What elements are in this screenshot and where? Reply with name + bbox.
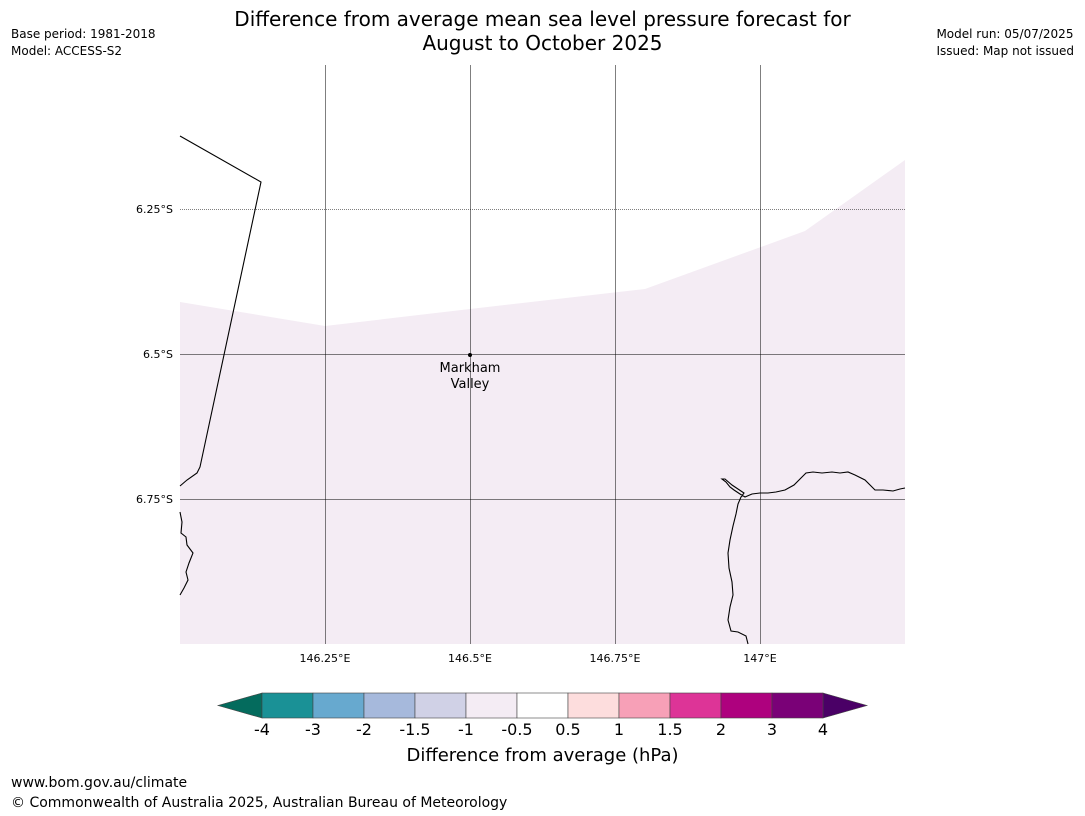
colorbar-swatch <box>414 692 467 719</box>
colorbar-swatch <box>261 692 314 719</box>
colorbar-swatch <box>363 692 416 719</box>
place-marker <box>468 353 472 357</box>
cb-tick-label: 0.5 <box>555 720 581 739</box>
cb-tick-label: 2 <box>715 720 727 739</box>
lon-label-147E: 147°E <box>743 652 776 665</box>
cb-tick-label: 4 <box>817 720 829 739</box>
place-label-line2: Valley <box>451 377 490 392</box>
issued-text: Issued: Map not issued <box>936 44 1074 58</box>
colorbar-under-arrow <box>216 692 263 719</box>
colorbar-swatch <box>516 692 569 719</box>
map-title-line2: August to October 2025 <box>422 31 663 55</box>
map-title: Difference from average mean sea level p… <box>180 7 905 55</box>
coast-line-southwest <box>179 511 194 596</box>
colorbar-swatch <box>771 692 824 719</box>
coastline <box>179 135 906 645</box>
anomaly-shading <box>180 160 905 644</box>
colorbar-swatch <box>720 692 773 719</box>
colorbar-over-arrow <box>822 692 869 719</box>
lon-label-146.25E: 146.25°E <box>300 652 351 665</box>
footer-url[interactable]: www.bom.gov.au/climate <box>11 775 188 791</box>
map-title-line1: Difference from average mean sea level p… <box>234 7 851 31</box>
lon-label-146.75E: 146.75°E <box>590 652 641 665</box>
footer-copyright: © Commonwealth of Australia 2025, Austra… <box>11 795 508 811</box>
cb-tick-label: -0.5 <box>501 720 533 739</box>
cb-tick-label: 1 <box>613 720 625 739</box>
border-line-west <box>179 135 262 487</box>
cb-tick-label: 3 <box>766 720 778 739</box>
lat-label-6.5S: 6.5°S <box>143 348 173 361</box>
cb-tick-label: -1.5 <box>399 720 431 739</box>
colorbar-swatches <box>261 692 824 719</box>
colorbar-swatch <box>567 692 620 719</box>
place-label-line1: Markham <box>440 361 501 376</box>
cb-tick-label: -2 <box>356 720 372 739</box>
colorbar-swatch <box>669 692 722 719</box>
cb-tick-label: 1.5 <box>657 720 683 739</box>
lat-label-6.25S: 6.25°S <box>136 203 173 216</box>
colorbar-swatch <box>465 692 518 719</box>
cb-tick-label: -4 <box>254 720 270 739</box>
model-info: Base period: 1981-2018 Model: ACCESS-S2 <box>11 26 156 60</box>
lat-label-6.75S: 6.75°S <box>136 493 173 506</box>
run-info: Model run: 05/07/2025 Issued: Map not is… <box>936 26 1074 60</box>
colorbar-tick-labels: -4 -3 -2 -1.5 -1 -0.5 0.5 1 1.5 2 3 4 <box>0 720 1085 740</box>
colorbar-swatch <box>618 692 671 719</box>
colorbar-swatch <box>312 692 365 719</box>
cb-tick-label: -3 <box>305 720 321 739</box>
colorbar <box>216 692 869 719</box>
base-period-text: Base period: 1981-2018 <box>11 27 156 41</box>
model-text: Model: ACCESS-S2 <box>11 44 123 58</box>
lon-label-146.5E: 146.5°E <box>448 652 492 665</box>
cb-tick-label: -1 <box>458 720 474 739</box>
colorbar-title: Difference from average (hPa) <box>406 745 679 766</box>
map-panel: Markham Valley 6.25°S 6.5°S 6.75°S 146.2… <box>136 65 906 665</box>
coast-line-southeast <box>720 471 906 645</box>
model-run-text: Model run: 05/07/2025 <box>936 27 1074 41</box>
